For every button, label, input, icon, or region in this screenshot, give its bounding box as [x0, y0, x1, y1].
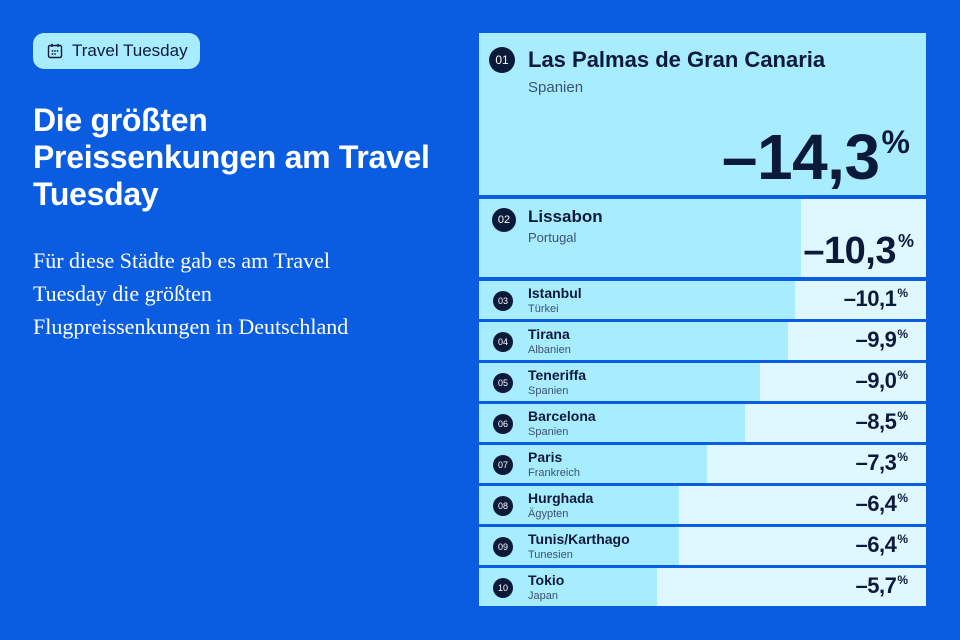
value-number: –6,4: [855, 491, 897, 516]
rank-badge: 07: [493, 455, 513, 475]
city-name: Tunis/Karthago: [528, 531, 630, 547]
chart-row: 07 Paris Frankreich –7,3%: [479, 445, 926, 483]
rank-badge: 05: [493, 373, 513, 393]
chart-row: 10 Tokio Japan –5,7%: [479, 568, 926, 606]
value-number: –6,4: [855, 532, 897, 557]
value-label: –9,9%: [856, 328, 909, 352]
value-label: –6,4%: [856, 492, 909, 516]
city-name: Las Palmas de Gran Canaria: [528, 47, 826, 72]
value-label: –9,0%: [856, 369, 909, 393]
value-label: –6,4%: [856, 533, 909, 557]
chart-row: 02 Lissabon Portugal –10,3%: [479, 199, 926, 277]
city-name: Paris: [528, 449, 563, 465]
page-subtitle: Für diese Städte gab es am Travel Tuesda…: [33, 248, 349, 339]
value-number: –14,3: [721, 121, 880, 193]
bar-fill: [479, 404, 745, 442]
value-number: –9,0: [855, 368, 897, 393]
city-name: Teneriffa: [528, 367, 587, 383]
value-unit: %: [881, 124, 910, 160]
bar-fill: [479, 445, 708, 483]
city-name: Tokio: [528, 572, 565, 588]
rank-badge: 10: [493, 578, 513, 598]
value-number: –10,1: [843, 286, 897, 311]
price-drop-bar-chart: 01 Las Palmas de Gran Canaria Spanien –14,3…: [479, 33, 926, 609]
value-unit: %: [897, 286, 908, 300]
country-name: Spanien: [528, 426, 569, 438]
rank-badge: 09: [493, 537, 513, 557]
chart-row: 03 Istanbul Türkei –10,1%: [479, 281, 926, 319]
chart-row: 05 Teneriffa Spanien –9,0%: [479, 363, 926, 401]
badge-label: Travel Tuesday: [72, 41, 188, 60]
bar-fill: [479, 281, 795, 319]
rank-badge: 06: [493, 414, 513, 434]
value-label: –8,5%: [856, 410, 909, 434]
value-label: –10,1%: [844, 287, 908, 311]
country-name: Albanien: [528, 344, 571, 356]
city-name: Lissabon: [528, 207, 603, 226]
city-name: Hurghada: [528, 490, 594, 506]
country-name: Ägypten: [528, 508, 569, 520]
chart-row: 09 Tunis/Karthago Tunesien –6,4%: [479, 527, 926, 565]
chart-row: 08 Hurghada Ägypten –6,4%: [479, 486, 926, 524]
value-unit: %: [897, 491, 908, 505]
rank-badge: 03: [493, 291, 513, 311]
page-title: Die größten Preissenkungen am Travel Tue…: [33, 102, 430, 212]
bar-fill: [479, 199, 801, 277]
rank-badge: 08: [493, 496, 513, 516]
country-name: Spanien: [528, 385, 569, 397]
bar-fill: [479, 33, 926, 195]
value-number: –5,7: [855, 573, 897, 598]
value-unit: %: [897, 450, 908, 464]
chart-row: 06 Barcelona Spanien –8,5%: [479, 404, 926, 442]
country-name: Frankreich: [528, 467, 580, 479]
rank-badge: 01: [489, 47, 515, 73]
value-unit: %: [897, 368, 908, 382]
rank-badge: 04: [493, 332, 513, 352]
rank-badge: 02: [492, 208, 516, 232]
country-name: Japan: [528, 590, 558, 602]
chart-row: 01 Las Palmas de Gran Canaria Spanien –14,3…: [479, 33, 926, 195]
city-name: Barcelona: [528, 408, 596, 424]
city-name: Istanbul: [528, 285, 582, 301]
country-name: Türkei: [528, 303, 559, 315]
value-label: –7,3%: [856, 451, 909, 475]
travel-tuesday-badge: Travel Tuesday: [33, 33, 200, 69]
value-unit: %: [897, 409, 908, 423]
bar-fill: [479, 322, 789, 360]
country-name: Spanien: [528, 79, 584, 96]
city-name: Tirana: [528, 326, 570, 342]
value-label: –14,3%: [722, 125, 910, 189]
value-unit: %: [897, 532, 908, 546]
value-number: –10,3: [803, 230, 896, 272]
bar-fill: [479, 363, 761, 401]
value-number: –7,3: [855, 450, 897, 475]
chart-row: 04 Tirana Albanien –9,9%: [479, 322, 926, 360]
value-label: –10,3%: [803, 231, 914, 271]
value-unit: %: [897, 573, 908, 587]
value-number: –8,5: [855, 409, 897, 434]
value-number: –9,9: [855, 327, 897, 352]
calendar-icon: [47, 43, 63, 59]
value-unit: %: [897, 327, 908, 341]
value-label: –5,7%: [856, 574, 909, 598]
value-unit: %: [897, 231, 914, 251]
country-name: Portugal: [528, 230, 577, 245]
country-name: Tunesien: [528, 549, 573, 561]
